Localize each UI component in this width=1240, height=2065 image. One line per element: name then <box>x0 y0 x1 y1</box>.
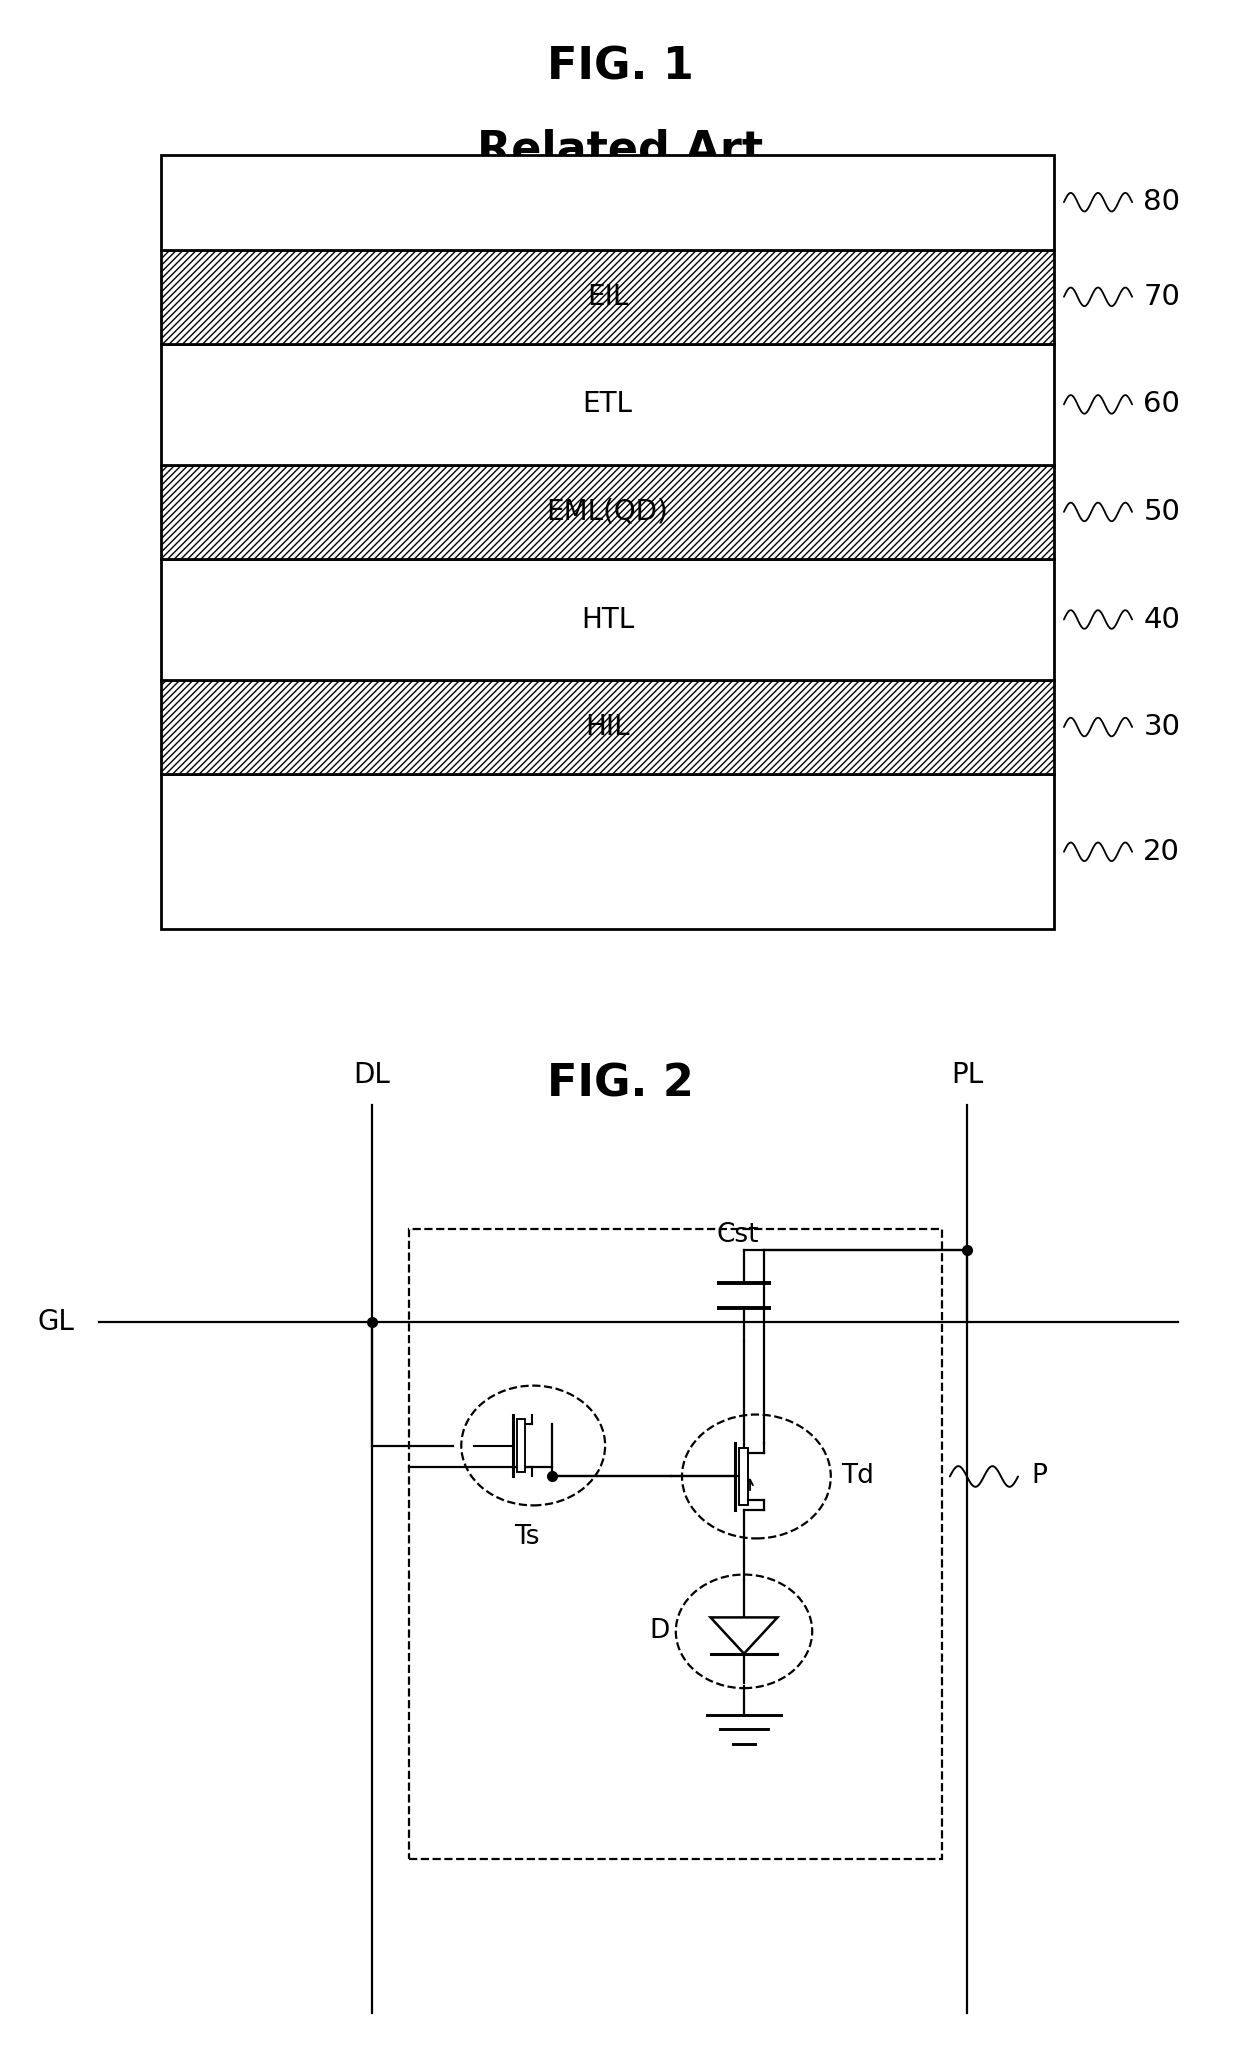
Text: DL: DL <box>353 1061 391 1090</box>
Bar <box>161 250 1054 345</box>
Bar <box>161 560 1054 679</box>
Text: FIG. 2: FIG. 2 <box>547 1063 693 1105</box>
Bar <box>409 1229 942 1858</box>
Text: EIL: EIL <box>587 283 629 312</box>
Text: P: P <box>1032 1464 1048 1489</box>
Text: 10: 10 <box>599 217 641 248</box>
Text: 20: 20 <box>1143 838 1180 865</box>
Bar <box>161 679 1054 774</box>
Text: 30: 30 <box>1143 712 1180 741</box>
Text: HIL: HIL <box>585 712 630 741</box>
Bar <box>161 774 1054 929</box>
Text: 40: 40 <box>1143 605 1180 634</box>
Bar <box>517 1419 526 1472</box>
Text: ETL: ETL <box>583 390 632 419</box>
Text: FIG. 1: FIG. 1 <box>547 45 693 89</box>
Text: 50: 50 <box>1143 498 1180 527</box>
Text: D: D <box>650 1619 670 1644</box>
Text: Ts: Ts <box>515 1524 539 1551</box>
Polygon shape <box>711 1617 777 1654</box>
Text: EML(QD): EML(QD) <box>547 498 668 527</box>
Bar <box>161 155 1054 250</box>
Text: PL: PL <box>951 1061 983 1090</box>
Text: 80: 80 <box>1143 188 1180 217</box>
Text: 70: 70 <box>1143 283 1180 312</box>
Bar <box>161 465 1054 560</box>
Bar <box>739 1448 748 1505</box>
Text: Td: Td <box>841 1464 874 1489</box>
Text: GL: GL <box>37 1307 74 1336</box>
Text: 60: 60 <box>1143 390 1180 419</box>
Text: Cst: Cst <box>717 1222 759 1247</box>
Text: Related Art: Related Art <box>477 128 763 171</box>
Text: HTL: HTL <box>582 605 634 634</box>
Bar <box>161 345 1054 465</box>
